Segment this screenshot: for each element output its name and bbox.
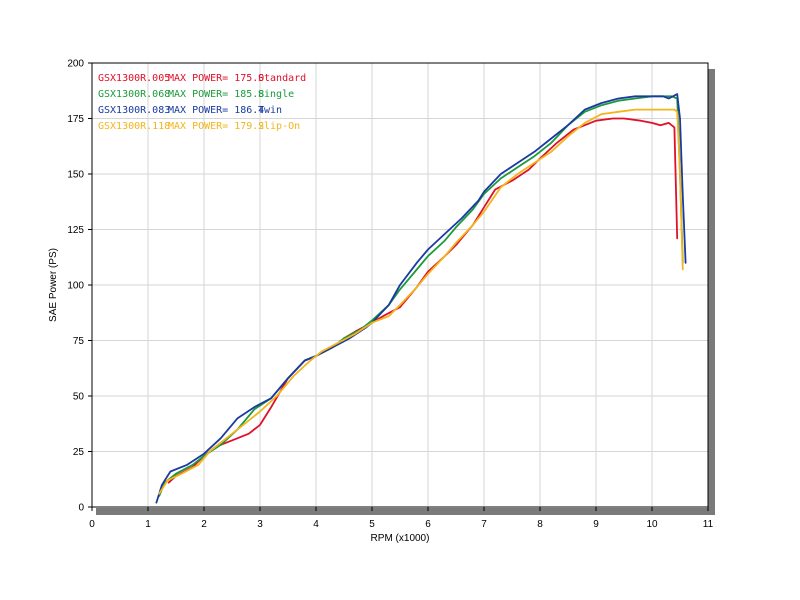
x-tick-label: 5 <box>369 519 375 530</box>
y-tick-label: 50 <box>73 392 85 403</box>
x-tick-label: 11 <box>703 519 714 530</box>
legend-max-power: MAX POWER= 175.0 <box>168 73 264 84</box>
x-tick-label: 10 <box>646 519 658 530</box>
legend-series-name: Twin <box>258 105 282 116</box>
chart-frame-shadow-bottom <box>96 508 715 515</box>
x-tick-label: 9 <box>593 519 599 530</box>
y-axis-label: SAE Power (PS) <box>48 248 59 322</box>
x-tick-label: 2 <box>201 519 207 530</box>
series-line-slip-on <box>158 108 684 495</box>
x-tick-label: 7 <box>481 519 487 530</box>
legend-max-power: MAX POWER= 186.4 <box>168 105 264 116</box>
series-line-standard <box>167 117 679 484</box>
series-lines <box>155 93 687 504</box>
y-tick-label: 75 <box>73 336 85 347</box>
x-tick-label: 6 <box>425 519 431 530</box>
legend-model: GSX1300R.118 <box>98 121 170 132</box>
legend-series-name: Standard <box>258 73 306 84</box>
legend-model: GSX1300R.068 <box>98 89 170 100</box>
y-tick-label: 150 <box>67 170 84 181</box>
legend-max-power: MAX POWER= 179.2 <box>168 121 264 132</box>
x-tick-label: 1 <box>145 519 151 530</box>
y-tick-label: 100 <box>67 281 84 292</box>
y-tick-label: 200 <box>67 59 84 70</box>
legend-model: GSX1300R.005 <box>98 73 170 84</box>
y-tick-label: 25 <box>73 447 85 458</box>
y-axis-ticks: 0 25 50 75 100 125 150 175 200 <box>67 59 92 514</box>
legend-series-name: Slip-On <box>258 121 300 132</box>
x-tick-label: 8 <box>537 519 543 530</box>
y-tick-label: 125 <box>67 225 84 236</box>
x-tick-label: 4 <box>313 519 319 530</box>
x-axis-ticks: 0 1 2 3 4 5 6 7 8 9 10 11 <box>89 507 714 530</box>
legend-max-power: MAX POWER= 185.8 <box>168 89 264 100</box>
x-axis-label: RPM (x1000) <box>371 533 430 544</box>
series-line-single <box>158 95 684 497</box>
legend-series-name: Single <box>258 89 294 100</box>
y-tick-label: 0 <box>78 503 84 514</box>
x-tick-label: 0 <box>89 519 95 530</box>
legend-model: GSX1300R.083 <box>98 105 170 116</box>
x-tick-label: 3 <box>257 519 263 530</box>
chart-frame-shadow <box>708 69 715 515</box>
y-tick-label: 175 <box>67 114 84 125</box>
series-line-twin <box>155 93 687 504</box>
plot-area-border <box>91 62 709 508</box>
